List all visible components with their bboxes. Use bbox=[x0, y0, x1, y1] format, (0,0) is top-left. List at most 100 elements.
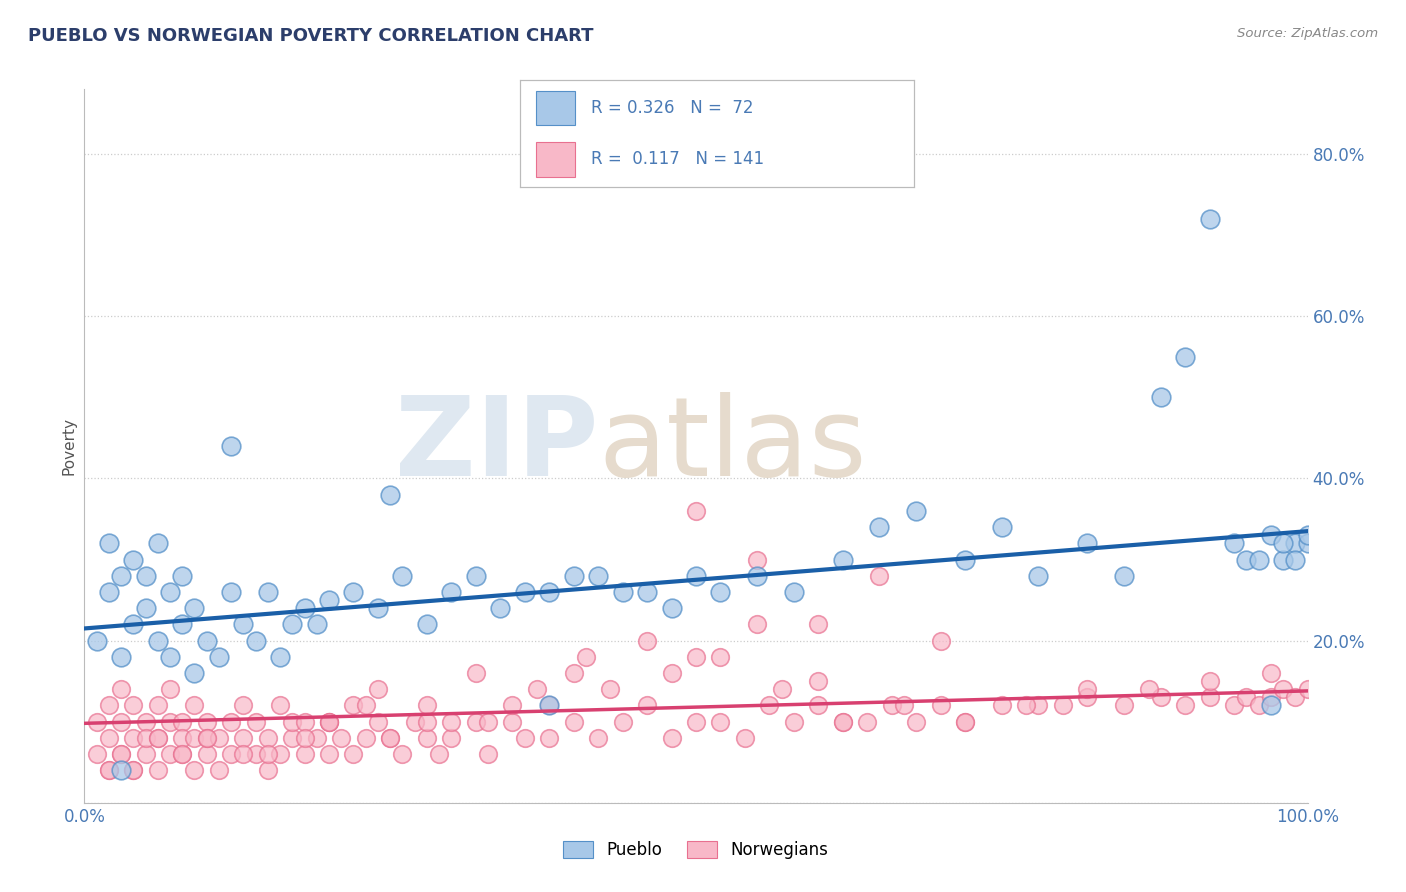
Point bbox=[305, 617, 328, 632]
Point bbox=[281, 731, 304, 745]
Point bbox=[685, 568, 707, 582]
Point bbox=[856, 714, 879, 729]
Point bbox=[110, 714, 132, 729]
Point bbox=[709, 585, 731, 599]
Point bbox=[1296, 528, 1319, 542]
Point bbox=[807, 674, 830, 689]
Point bbox=[1223, 536, 1246, 550]
Point bbox=[1174, 698, 1197, 713]
Point bbox=[146, 536, 169, 550]
Point bbox=[146, 764, 169, 778]
Point bbox=[318, 714, 340, 729]
Point bbox=[367, 714, 389, 729]
Point bbox=[367, 601, 389, 615]
Point bbox=[427, 747, 450, 761]
Point bbox=[416, 617, 439, 632]
Point bbox=[636, 633, 658, 648]
Point bbox=[122, 764, 145, 778]
Point bbox=[183, 764, 205, 778]
Point bbox=[1272, 682, 1295, 697]
Point bbox=[1150, 690, 1173, 705]
Point bbox=[562, 568, 585, 582]
Point bbox=[305, 731, 328, 745]
Point bbox=[257, 731, 280, 745]
FancyBboxPatch shape bbox=[536, 143, 575, 177]
Point bbox=[183, 601, 205, 615]
Point bbox=[1260, 666, 1282, 681]
Point bbox=[97, 764, 120, 778]
Point bbox=[97, 585, 120, 599]
Point bbox=[1272, 552, 1295, 566]
Point bbox=[110, 649, 132, 664]
Point bbox=[586, 568, 609, 582]
Point bbox=[1150, 390, 1173, 404]
Point bbox=[1284, 536, 1306, 550]
Point bbox=[1284, 552, 1306, 566]
Point bbox=[281, 617, 304, 632]
Point bbox=[1137, 682, 1160, 697]
Point bbox=[464, 714, 486, 729]
Point bbox=[562, 666, 585, 681]
Point bbox=[294, 714, 316, 729]
Y-axis label: Poverty: Poverty bbox=[60, 417, 76, 475]
Point bbox=[538, 698, 561, 713]
Point bbox=[538, 731, 561, 745]
Point bbox=[661, 666, 683, 681]
Point bbox=[1198, 211, 1220, 226]
Point bbox=[354, 731, 377, 745]
Point bbox=[953, 714, 976, 729]
Point bbox=[783, 714, 806, 729]
Point bbox=[991, 520, 1014, 534]
Point bbox=[538, 698, 561, 713]
Point bbox=[159, 714, 181, 729]
Point bbox=[110, 747, 132, 761]
Point bbox=[1284, 690, 1306, 705]
Point bbox=[195, 731, 218, 745]
Point bbox=[440, 714, 463, 729]
Point bbox=[122, 552, 145, 566]
Point bbox=[219, 747, 242, 761]
Point bbox=[97, 698, 120, 713]
Point bbox=[1052, 698, 1074, 713]
Point bbox=[159, 682, 181, 697]
Point bbox=[245, 714, 267, 729]
Point bbox=[1296, 536, 1319, 550]
Point bbox=[831, 714, 853, 729]
Point bbox=[146, 698, 169, 713]
Point bbox=[661, 601, 683, 615]
Point bbox=[232, 698, 254, 713]
Point bbox=[1247, 698, 1270, 713]
Point bbox=[1223, 698, 1246, 713]
Point bbox=[172, 731, 194, 745]
Point bbox=[380, 731, 402, 745]
Point bbox=[172, 747, 194, 761]
Point bbox=[599, 682, 621, 697]
Point bbox=[172, 568, 194, 582]
Text: R =  0.117   N = 141: R = 0.117 N = 141 bbox=[591, 151, 765, 169]
Point bbox=[416, 714, 439, 729]
Point bbox=[257, 585, 280, 599]
Text: PUEBLO VS NORWEGIAN POVERTY CORRELATION CHART: PUEBLO VS NORWEGIAN POVERTY CORRELATION … bbox=[28, 27, 593, 45]
Point bbox=[195, 633, 218, 648]
Point bbox=[440, 731, 463, 745]
Point bbox=[172, 747, 194, 761]
Point bbox=[1236, 690, 1258, 705]
Point bbox=[257, 764, 280, 778]
Point bbox=[86, 633, 108, 648]
Text: ZIP: ZIP bbox=[395, 392, 598, 500]
Point bbox=[807, 698, 830, 713]
Point bbox=[122, 617, 145, 632]
Point bbox=[1114, 568, 1136, 582]
Point bbox=[1174, 350, 1197, 364]
Point bbox=[831, 714, 853, 729]
Point bbox=[245, 633, 267, 648]
Point bbox=[208, 649, 231, 664]
Point bbox=[893, 698, 915, 713]
Point bbox=[1260, 698, 1282, 713]
Point bbox=[612, 714, 634, 729]
Point bbox=[929, 698, 952, 713]
Point bbox=[135, 731, 157, 745]
Text: Source: ZipAtlas.com: Source: ZipAtlas.com bbox=[1237, 27, 1378, 40]
Point bbox=[807, 617, 830, 632]
Point bbox=[661, 731, 683, 745]
